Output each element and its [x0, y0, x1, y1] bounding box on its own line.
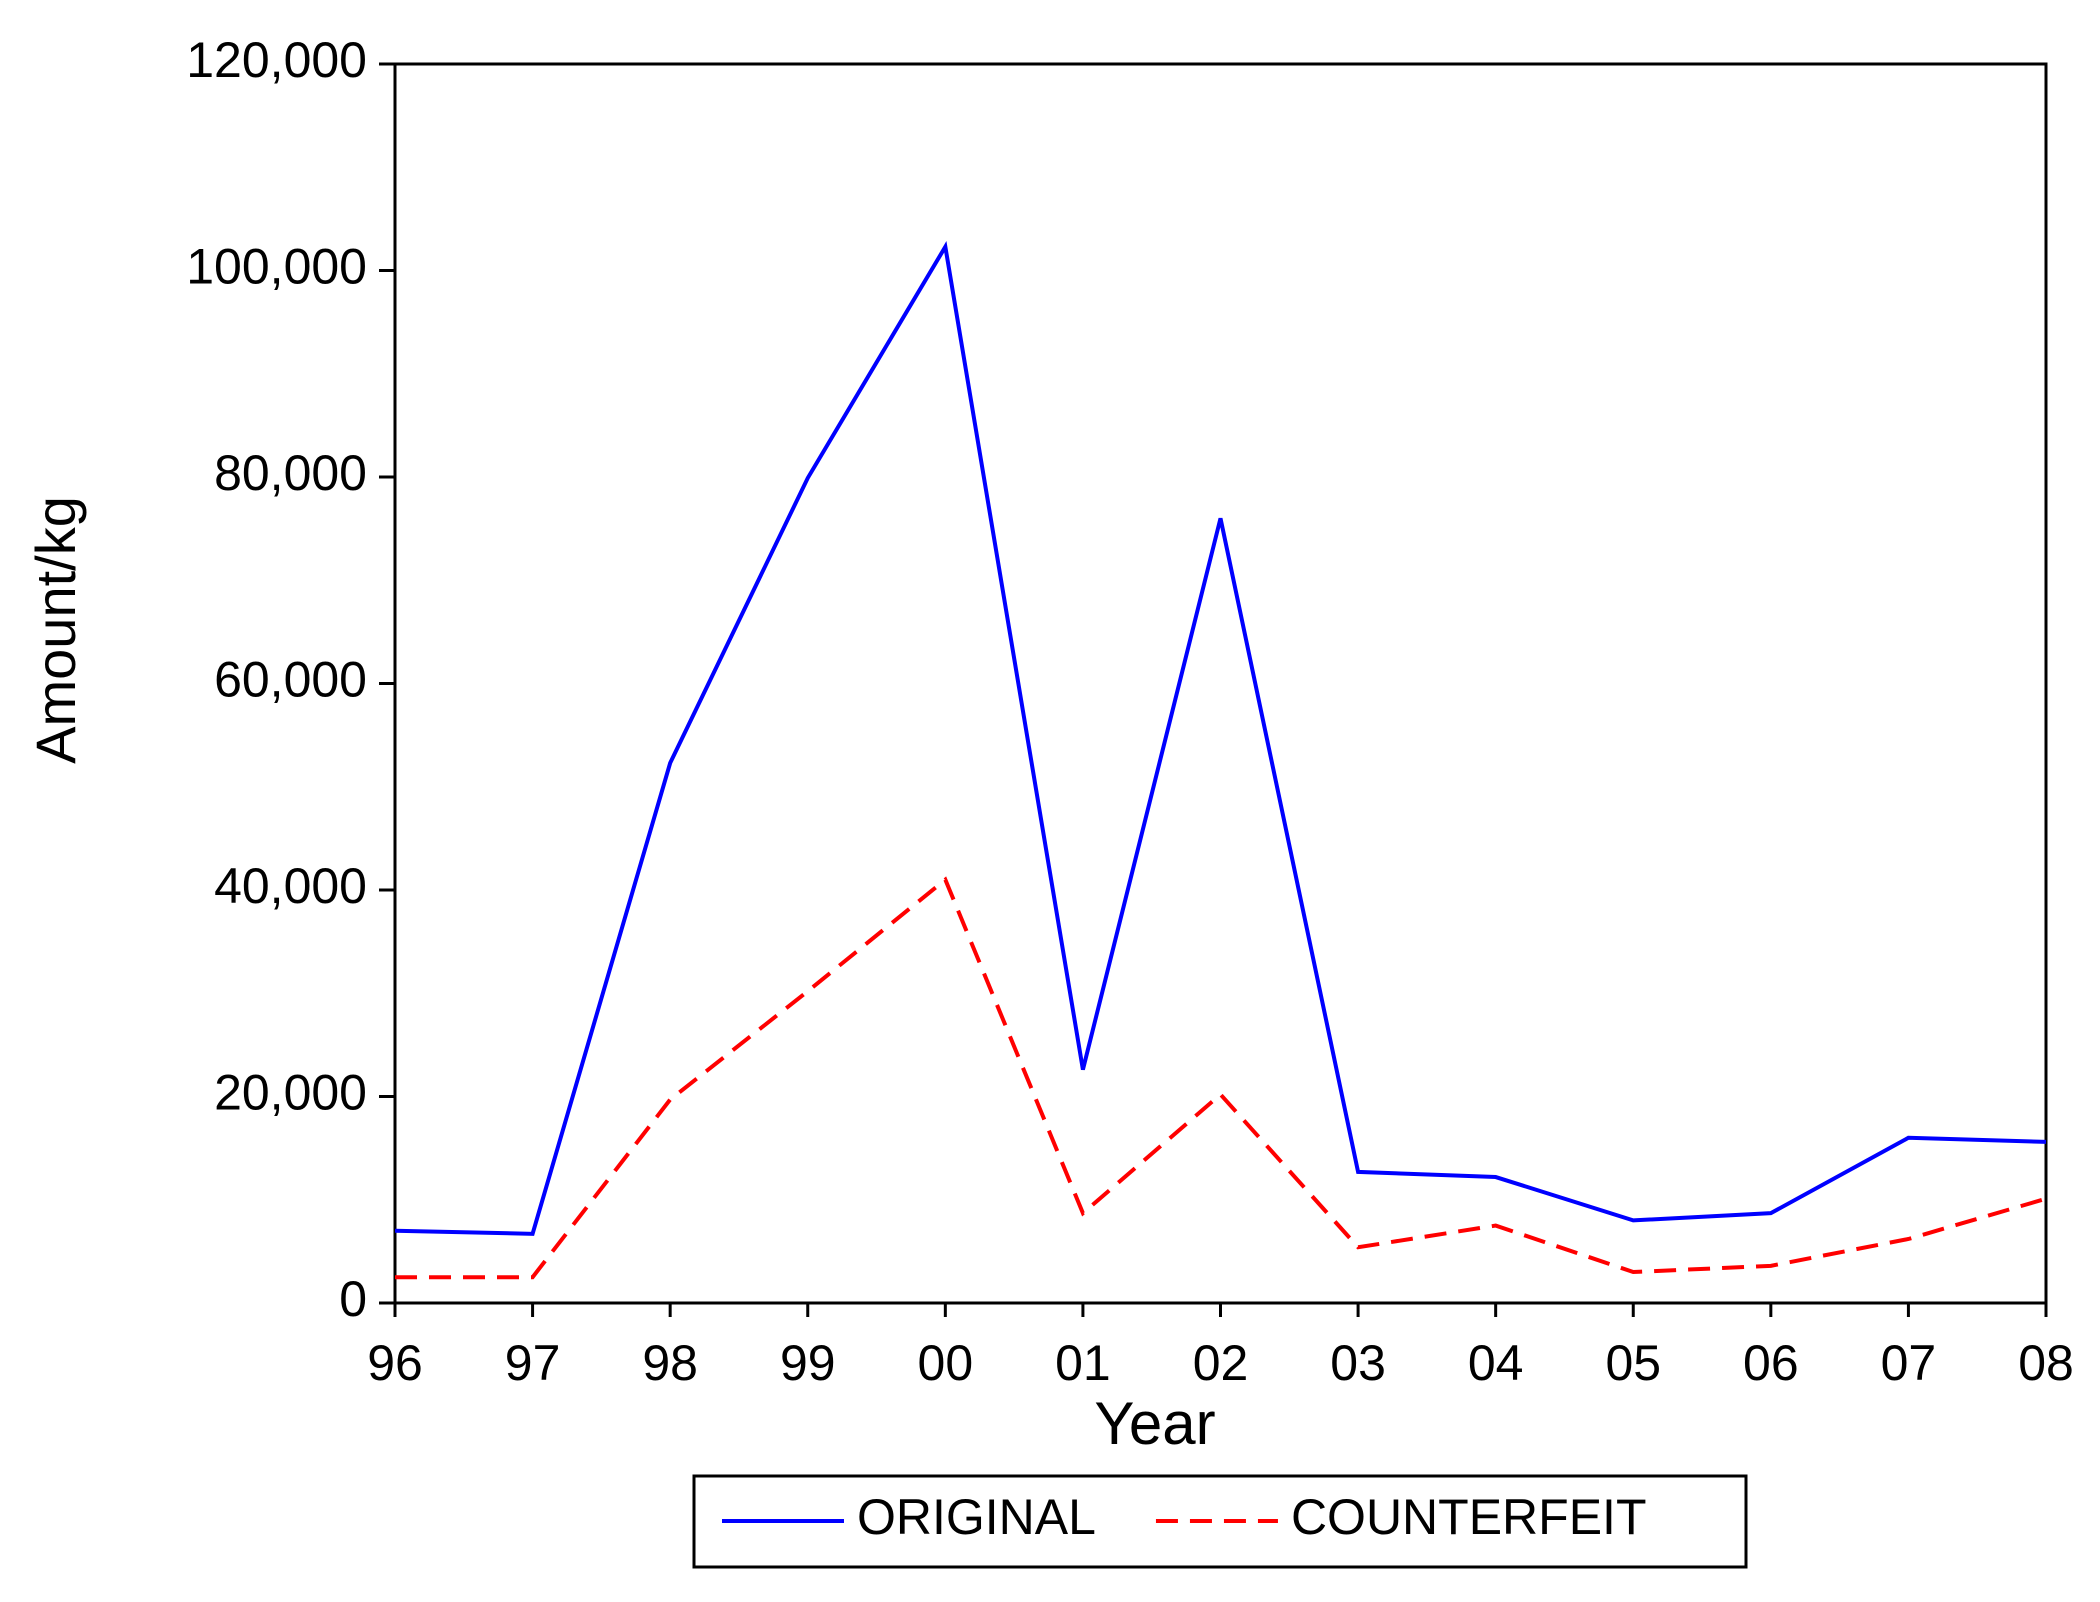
y-axis-title: Amount/kg [24, 496, 87, 764]
x-tick-label: 99 [780, 1335, 836, 1391]
x-tick-label: 98 [642, 1335, 698, 1391]
y-tick-label: 120,000 [186, 32, 367, 88]
x-tick-label: 05 [1605, 1335, 1661, 1391]
x-tick-label: 08 [2018, 1335, 2074, 1391]
x-tick-label: 04 [1468, 1335, 1524, 1391]
x-tick-label: 06 [1743, 1335, 1799, 1391]
series-line [395, 876, 2047, 1280]
x-tick-label: 07 [1881, 1335, 1937, 1391]
x-tick-label: 00 [918, 1335, 974, 1391]
x-tick-label: 03 [1330, 1335, 1386, 1391]
y-tick-label: 40,000 [214, 858, 367, 914]
y-tick-label: 60,000 [214, 652, 367, 708]
x-axis-title: Year [1094, 1390, 1215, 1457]
y-tick-label: 0 [339, 1271, 367, 1327]
y-tick-label: 100,000 [186, 239, 367, 295]
x-tick-label: 97 [505, 1335, 561, 1391]
legend-box [692, 1474, 1748, 1569]
plot-frame [393, 62, 2048, 1305]
x-tick-label: 02 [1193, 1335, 1249, 1391]
y-tick-label: 20,000 [214, 1065, 367, 1121]
x-tick-label: 01 [1055, 1335, 1111, 1391]
y-tick-label: 80,000 [214, 445, 367, 501]
legend-label: COUNTERFEIT [1291, 1489, 1647, 1545]
x-tick-label: 96 [367, 1335, 423, 1391]
series-line [394, 241, 2047, 1236]
legend-label: ORIGINAL [857, 1489, 1096, 1545]
